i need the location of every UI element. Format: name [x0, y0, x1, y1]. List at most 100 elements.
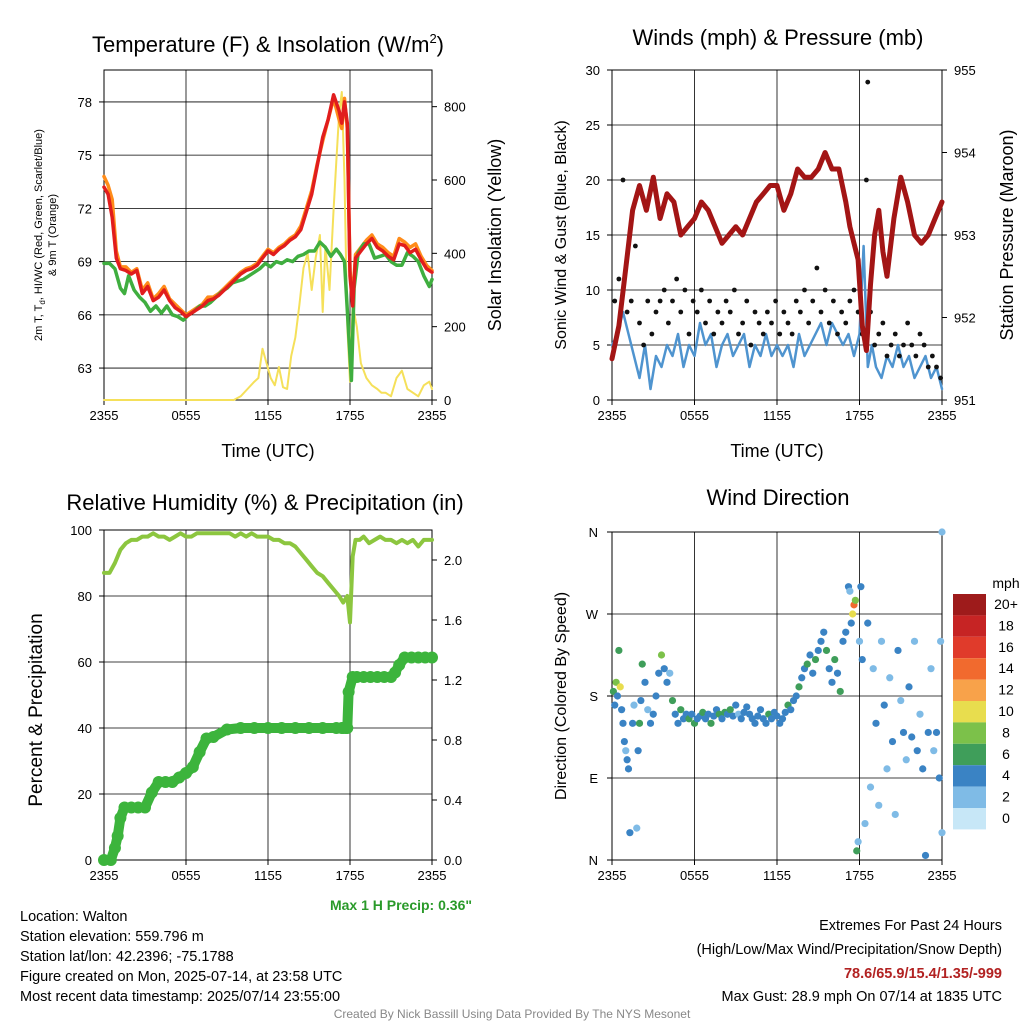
direction-point [743, 703, 751, 711]
direction-point [858, 655, 866, 664]
direction-point [699, 708, 707, 717]
gust-point [764, 309, 770, 315]
y-tick-label: 5 [593, 338, 600, 353]
gust-point [913, 353, 919, 359]
gust-point [715, 309, 721, 315]
gust-point [884, 353, 890, 359]
gust-point [934, 364, 939, 370]
legend-swatch [953, 765, 986, 787]
direction-point [626, 829, 634, 837]
direction-point [616, 683, 624, 691]
direction-point [921, 851, 930, 860]
gust-point [694, 309, 700, 315]
direction-point [618, 706, 626, 714]
legend-swatch [953, 658, 986, 680]
direction-point [762, 719, 770, 727]
direction-point [897, 696, 905, 705]
dewpoint-line [102, 240, 434, 383]
gust-point [917, 331, 923, 337]
legend-label: 20+ [994, 596, 1018, 612]
direction-point [624, 765, 633, 773]
direction-point [894, 646, 902, 655]
legend-swatch [953, 743, 986, 766]
x-tick-label: 0555 [680, 408, 709, 423]
direction-point [737, 715, 745, 723]
direction-point [803, 660, 811, 668]
y-axis-label-subscript: d [38, 300, 47, 304]
y-tick-label: E [589, 771, 598, 786]
y-tick-label: 78 [78, 95, 92, 110]
gust-point [707, 298, 713, 304]
y-tick-label: 20 [586, 173, 600, 188]
y-tick-label: 63 [78, 361, 92, 376]
direction-point [866, 783, 875, 791]
direction-point [718, 715, 726, 723]
legend-label: 16 [998, 639, 1014, 655]
y2-tick-label: 953 [954, 228, 976, 243]
gust-point [777, 331, 783, 337]
direction-point [773, 712, 781, 720]
direction-point [833, 669, 842, 677]
gust-point [835, 331, 840, 337]
direction-point [880, 701, 888, 709]
chart-title-main: Temperature (F) & Insolation (W/m [92, 32, 429, 57]
x-tick-label: 2355 [598, 868, 627, 883]
direction-point [839, 637, 847, 645]
y-axis-label-line2: & 9m T (Orange) [47, 194, 59, 276]
y2-tick-label: 952 [954, 311, 976, 326]
x-tick-label: 1755 [845, 408, 874, 423]
direction-point [663, 678, 671, 686]
direction-point [937, 637, 945, 645]
direction-point [851, 596, 859, 604]
direction-point [652, 692, 660, 700]
direction-point [846, 587, 854, 595]
direction-point [938, 829, 946, 837]
station-location: Location: Walton [20, 909, 128, 925]
direction-point [732, 701, 740, 709]
direction-point [927, 665, 935, 673]
gust-point [905, 320, 911, 326]
legend-label: 8 [1002, 724, 1010, 740]
gust-point [810, 298, 816, 304]
gust-point [843, 320, 849, 326]
gust-point [624, 309, 630, 315]
gust-point [744, 298, 750, 304]
direction-point [886, 674, 894, 682]
gust-point [818, 309, 824, 315]
direction-point [612, 678, 620, 686]
direction-point [740, 708, 748, 717]
direction-point [609, 687, 617, 696]
x-tick-label: 1755 [845, 868, 874, 883]
chart-title: Wind Direction [706, 485, 849, 510]
direction-point [726, 706, 734, 714]
x-tick-label: 1155 [763, 408, 791, 423]
legend-label: 18 [998, 617, 1014, 633]
max-gust-point [865, 79, 871, 85]
gust-point [822, 287, 828, 293]
figure-created: Figure created on Mon, 2025-07-14, at 23… [20, 969, 343, 985]
y2-tick-label: 955 [954, 63, 976, 78]
y2-axis-label: Solar Insolation (Yellow) [485, 139, 505, 331]
gust-point [760, 331, 766, 337]
direction-point [902, 756, 910, 764]
max-precip-annotation: Max 1 H Precip: 0.36" [330, 897, 472, 913]
recent-data-timestamp: Most recent data timestamp: 2025/07/14 2… [20, 989, 341, 1005]
direction-point [842, 628, 850, 636]
wind-pressure-panel: 2355 0555 1155 1755 235505101520253095195295… [553, 25, 1017, 461]
direction-point [751, 719, 759, 727]
y-tick-label: 30 [586, 63, 600, 78]
precip-line [99, 652, 437, 865]
gust-point [637, 320, 642, 326]
chart-title: Temperature (F) & Insolation (W/m2) [92, 31, 444, 57]
gust-point [938, 375, 944, 381]
gust-point [781, 309, 787, 315]
x-tick-label: 2355 [598, 408, 627, 423]
y-tick-label: 40 [78, 721, 92, 736]
direction-point [674, 719, 682, 727]
chart-title-end: ) [437, 32, 444, 57]
x-tick-label: 0555 [172, 868, 201, 883]
legend-label: 0 [1002, 810, 1010, 826]
humidity-precip-panel: 2355 0555 1155 1755 23550204060801000.00.40.… [26, 490, 472, 913]
direction-point [822, 646, 831, 655]
temp-2m-line [102, 93, 434, 319]
